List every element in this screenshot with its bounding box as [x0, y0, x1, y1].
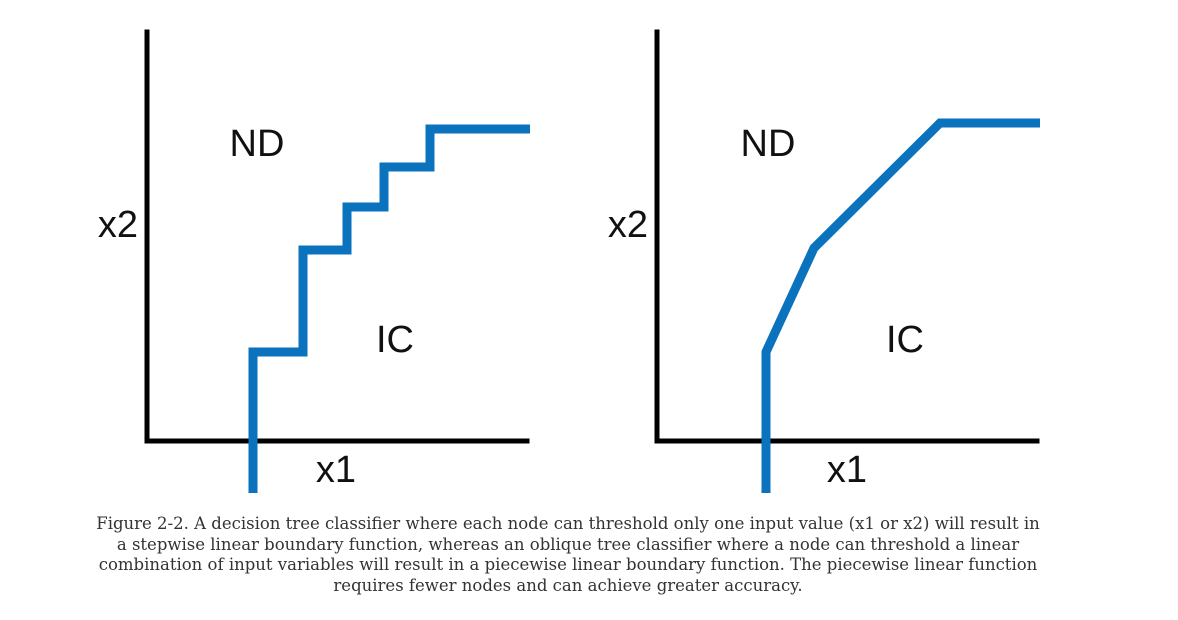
- stepwise-panel-axes: [144, 29, 530, 444]
- stepwise-x-axis-label: x1: [316, 449, 356, 491]
- stepwise-region-ic-label: IC: [376, 319, 414, 361]
- piecewise-panel: x1 x2 ND IC: [608, 29, 1040, 493]
- stepwise-y-axis-label: x2: [98, 204, 138, 246]
- stepwise-boundary-line: [248, 124, 530, 493]
- piecewise-boundary-line: [761, 118, 1040, 493]
- piecewise-region-ic-label: IC: [886, 319, 924, 361]
- piecewise-region-nd-label: ND: [741, 123, 796, 165]
- stepwise-region-nd-label: ND: [230, 123, 285, 165]
- piecewise-x-axis-label: x1: [827, 449, 867, 491]
- decision-boundary-figure: x1 x2 ND IC x1 x2 ND IC: [98, 29, 1040, 493]
- figure-caption: Figure 2-2. A decision tree classifier w…: [96, 514, 1040, 595]
- piecewise-panel-axes: [654, 29, 1040, 444]
- piecewise-y-axis-label: x2: [608, 204, 648, 246]
- stepwise-panel: x1 x2 ND IC: [98, 29, 530, 493]
